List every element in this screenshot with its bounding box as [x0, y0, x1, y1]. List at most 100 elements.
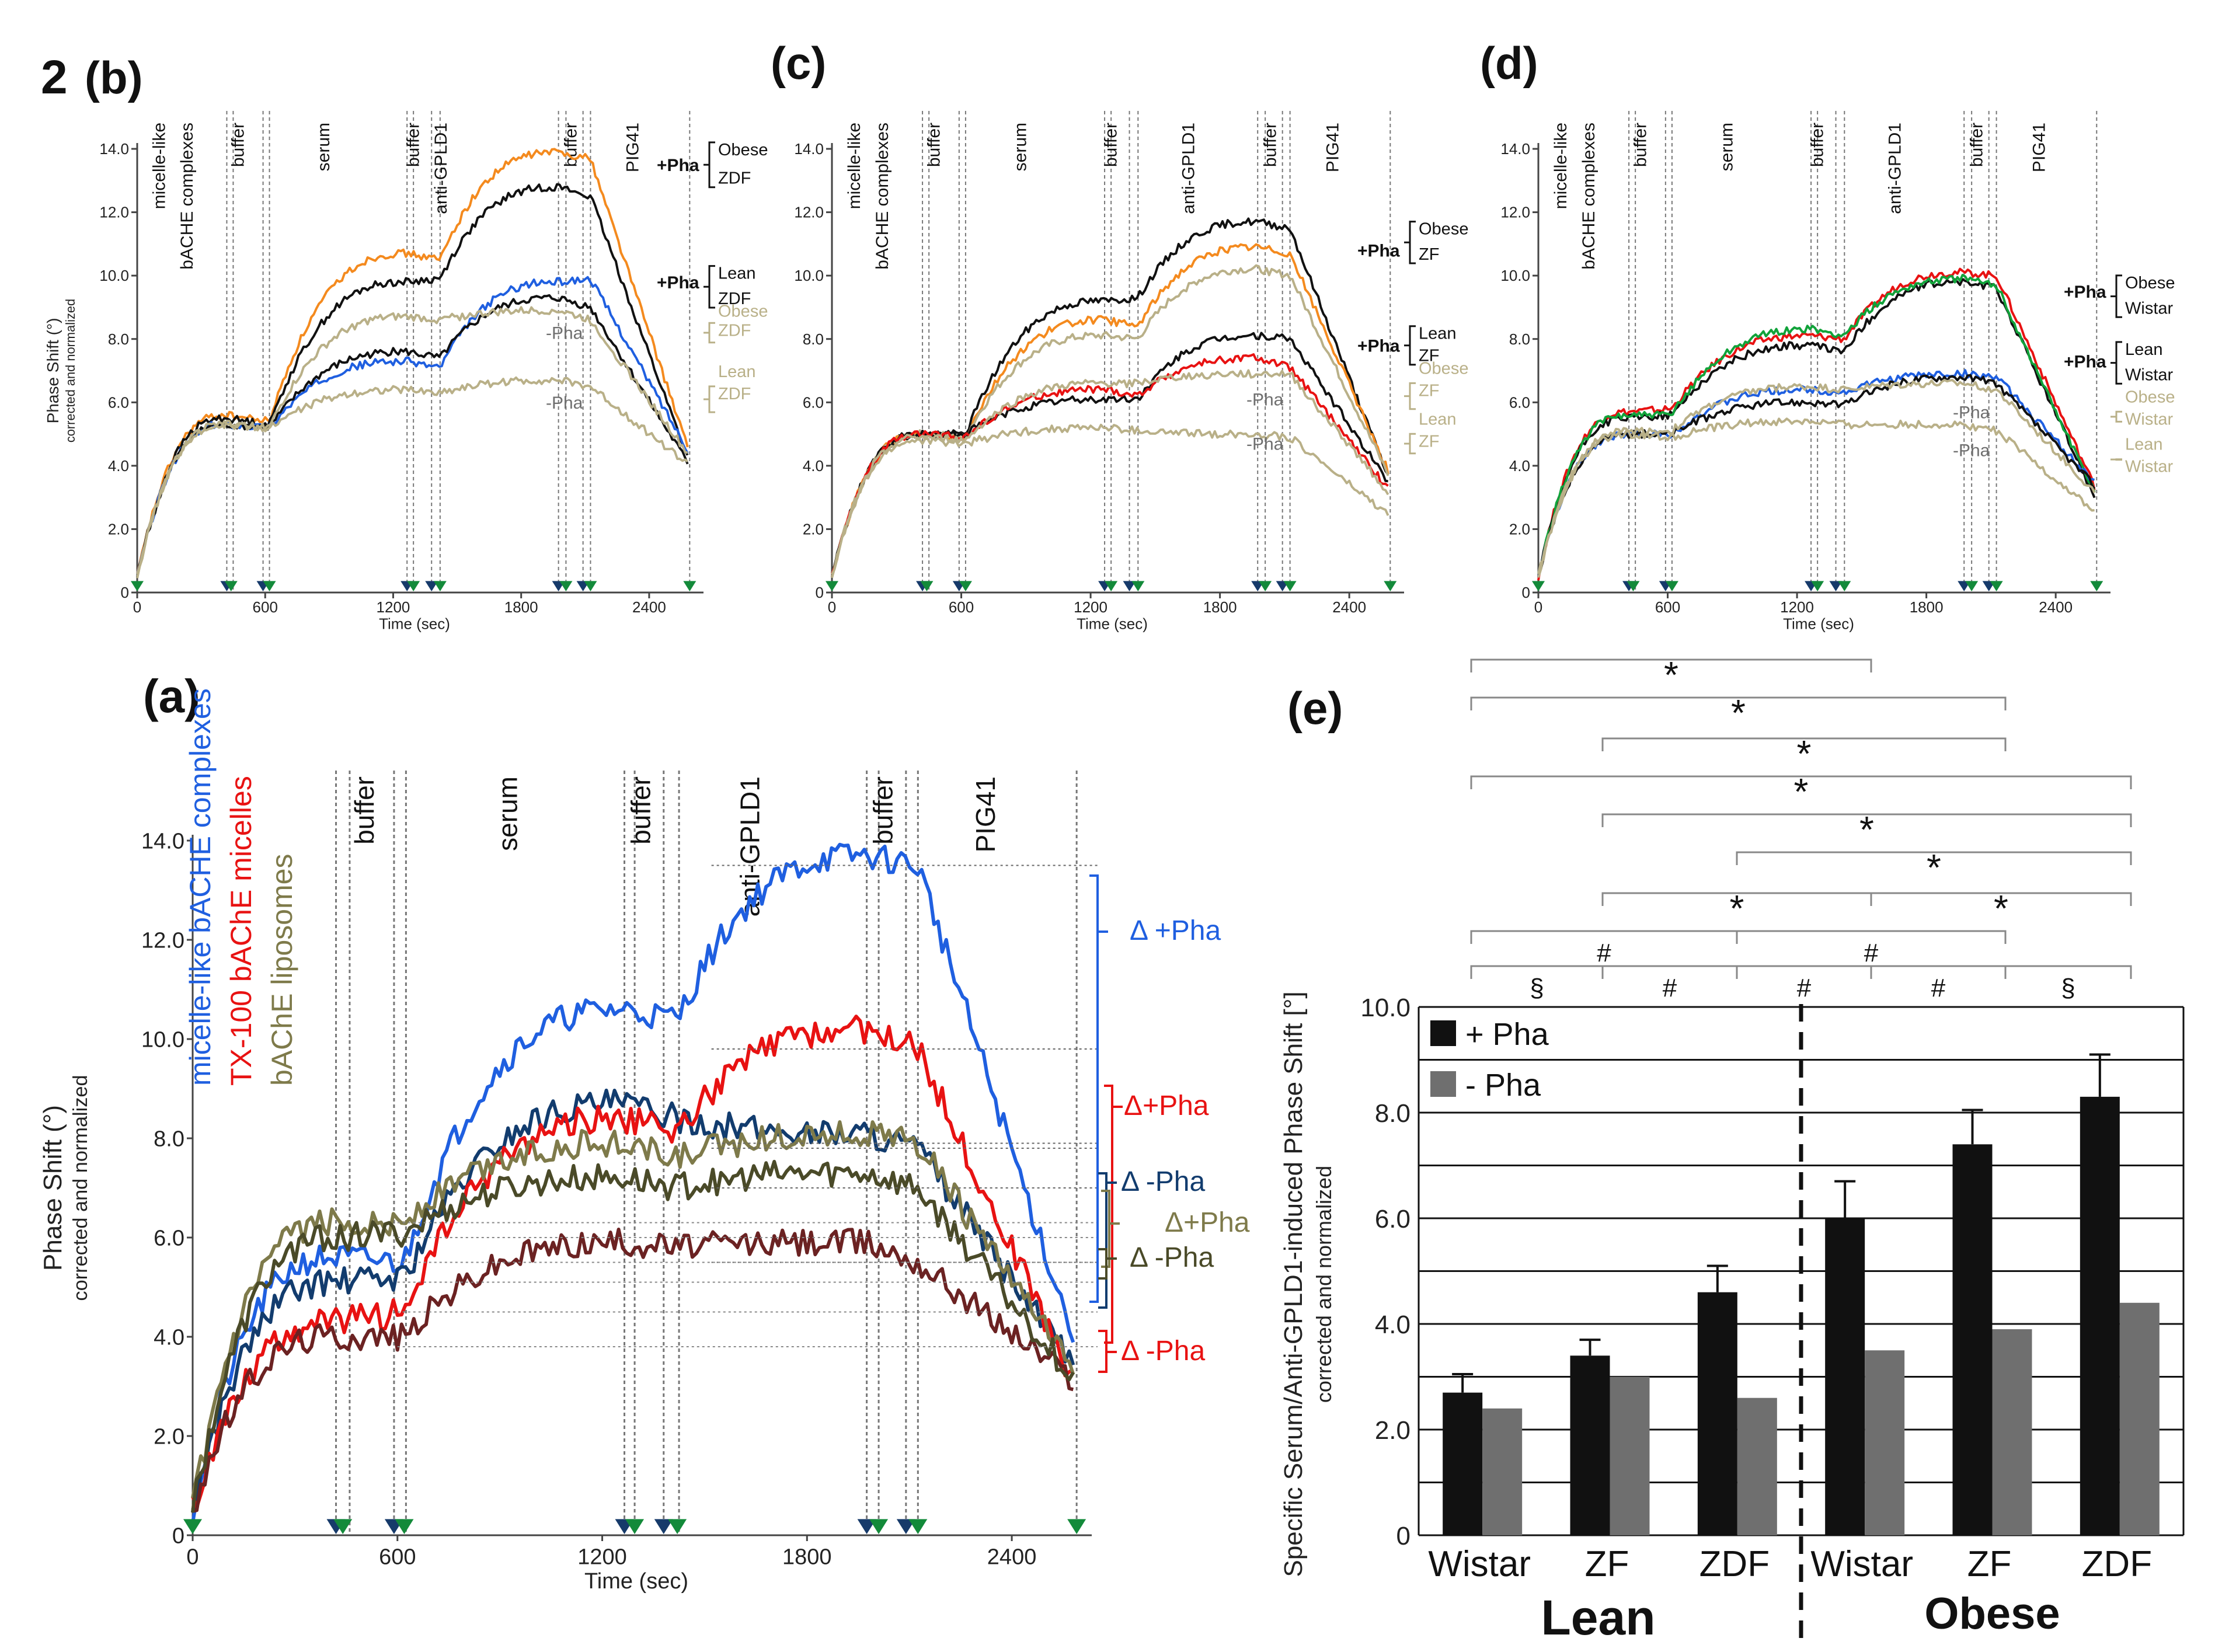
annotation-label: -Pha [1246, 435, 1284, 454]
injection-marker [224, 581, 238, 591]
error-bar [1706, 1264, 1728, 1292]
significance-mark: * [1730, 887, 1744, 929]
annotation-bracket [703, 141, 715, 189]
y-tick-label: 2.0 [803, 521, 824, 538]
phase-label: buffer [1631, 123, 1650, 167]
y-tick-label: 0 [172, 1524, 184, 1548]
series-label: TX-100 bAChE micelles [225, 776, 257, 1086]
annotation-bracket [703, 265, 715, 309]
bar [1570, 1355, 1610, 1535]
annotation-label: -Pha [1953, 441, 1990, 461]
bar [2119, 1302, 2160, 1535]
panel-label: (e) [1287, 682, 1343, 734]
panel-e: (e) 0 2.0 4.0 6.0 8.0 10.0 Specific Serum/Anti-… [1279, 654, 2185, 1645]
annotation-label: +Pha [1357, 242, 1400, 261]
injection-marker [1811, 581, 1824, 591]
series-line [192, 1228, 1074, 1513]
series-line [191, 842, 1075, 1524]
series-line [136, 376, 688, 578]
annotation-label: +Pha [2064, 283, 2106, 302]
y-tick-label: 10.0 [794, 267, 824, 284]
delta-label: Δ -Pha [1121, 1336, 1205, 1367]
phase-label: micelle-like [845, 123, 864, 209]
injection-marker [625, 1519, 645, 1534]
significance-bracket [1736, 851, 2132, 865]
significance-mark: * [1927, 846, 1941, 888]
bar [1825, 1218, 1865, 1535]
phase-label: bACHE complexes [873, 123, 892, 270]
x-tick-label: 600 [379, 1545, 416, 1569]
annotation-bracket [1404, 382, 1416, 410]
x-tick-label: ZF [1585, 1544, 1629, 1584]
annotation-bracket [2110, 410, 2122, 423]
annotation-label: -Pha [1953, 403, 1990, 422]
annotation-label: ZF [1419, 381, 1439, 400]
bar [1443, 1392, 1483, 1535]
bar [1697, 1292, 1737, 1535]
figure-number: 2 [41, 51, 68, 104]
phase-label: buffer [349, 776, 379, 845]
y-tick-label: 8.0 [803, 330, 824, 348]
annotation-label: +Pha [2064, 353, 2106, 372]
series-label: bAChE liposomes [266, 854, 298, 1086]
x-tick-label: 2400 [2039, 598, 2073, 616]
x-tick-label: ZDF [2082, 1544, 2153, 1584]
injection-marker [1990, 581, 2003, 591]
injection-marker [908, 1519, 928, 1534]
injection-marker [1532, 581, 1545, 591]
error-bar [1962, 1109, 1983, 1145]
delta-label: Δ+Pha [1165, 1207, 1250, 1238]
phase-label: buffer [1807, 123, 1827, 167]
panel-label: (d) [1480, 37, 1538, 89]
x-tick-label: 600 [949, 598, 974, 616]
phase-label: buffer [625, 776, 656, 845]
significance-mark: # [1797, 974, 1812, 1002]
x-tick-label: 1800 [1203, 598, 1237, 616]
y-tick-label: 4.0 [154, 1325, 184, 1350]
y-tick-label: 14.0 [141, 829, 184, 853]
injection-marker [826, 581, 838, 591]
bar [1992, 1329, 2032, 1535]
series-line [1537, 374, 2096, 574]
y-tick-label: 4.0 [108, 457, 129, 475]
annotation-label: Lean [1419, 325, 1457, 343]
y-tick-label: 8.0 [1509, 330, 1530, 348]
injection-marker [683, 581, 696, 591]
annotation-label: -Pha [546, 393, 583, 413]
phase-label: PIG41 [624, 123, 643, 172]
bar [1865, 1350, 1905, 1535]
phase-label: PIG41 [2030, 123, 2049, 172]
x-axis-label: Time (sec) [1783, 615, 1854, 632]
series-line [831, 264, 1389, 574]
annotation-label: ZDF [718, 290, 751, 308]
annotation-label: Wistar [2125, 410, 2174, 428]
y-axis-label: Specific Serum/Anti-GPLD1-induced Phase … [1279, 991, 1308, 1577]
y-tick-label: 6.0 [1509, 393, 1530, 411]
phase-label: buffer [403, 123, 423, 167]
injection-marker [559, 581, 573, 591]
injection-marker [263, 581, 276, 591]
error-bar [1834, 1180, 1856, 1218]
delta-bracket [1098, 1248, 1117, 1280]
y-tick-label: 4.0 [1509, 457, 1530, 475]
annotation-bracket [703, 385, 715, 413]
significance-bracket [1870, 892, 2132, 906]
series-line [1537, 417, 2095, 574]
injection-marker [433, 581, 447, 591]
y-tick-label: 0 [121, 584, 129, 601]
bar [1952, 1144, 1993, 1535]
injection-marker [425, 581, 438, 591]
injection-marker [1965, 581, 1979, 591]
y-tick-label: 12.0 [794, 204, 824, 221]
y-tick-label: 6.0 [803, 393, 824, 411]
phase-label: buffer [1101, 123, 1120, 167]
x-tick-label: Wistar [1428, 1544, 1531, 1584]
series-line [831, 423, 1389, 575]
significance-mark: # [1663, 974, 1677, 1002]
significance-mark: * [1994, 887, 2008, 929]
series-line [1537, 274, 2096, 574]
panel-label: (c) [771, 37, 826, 89]
series-line [1537, 379, 2096, 578]
annotation-bracket [1404, 221, 1416, 264]
